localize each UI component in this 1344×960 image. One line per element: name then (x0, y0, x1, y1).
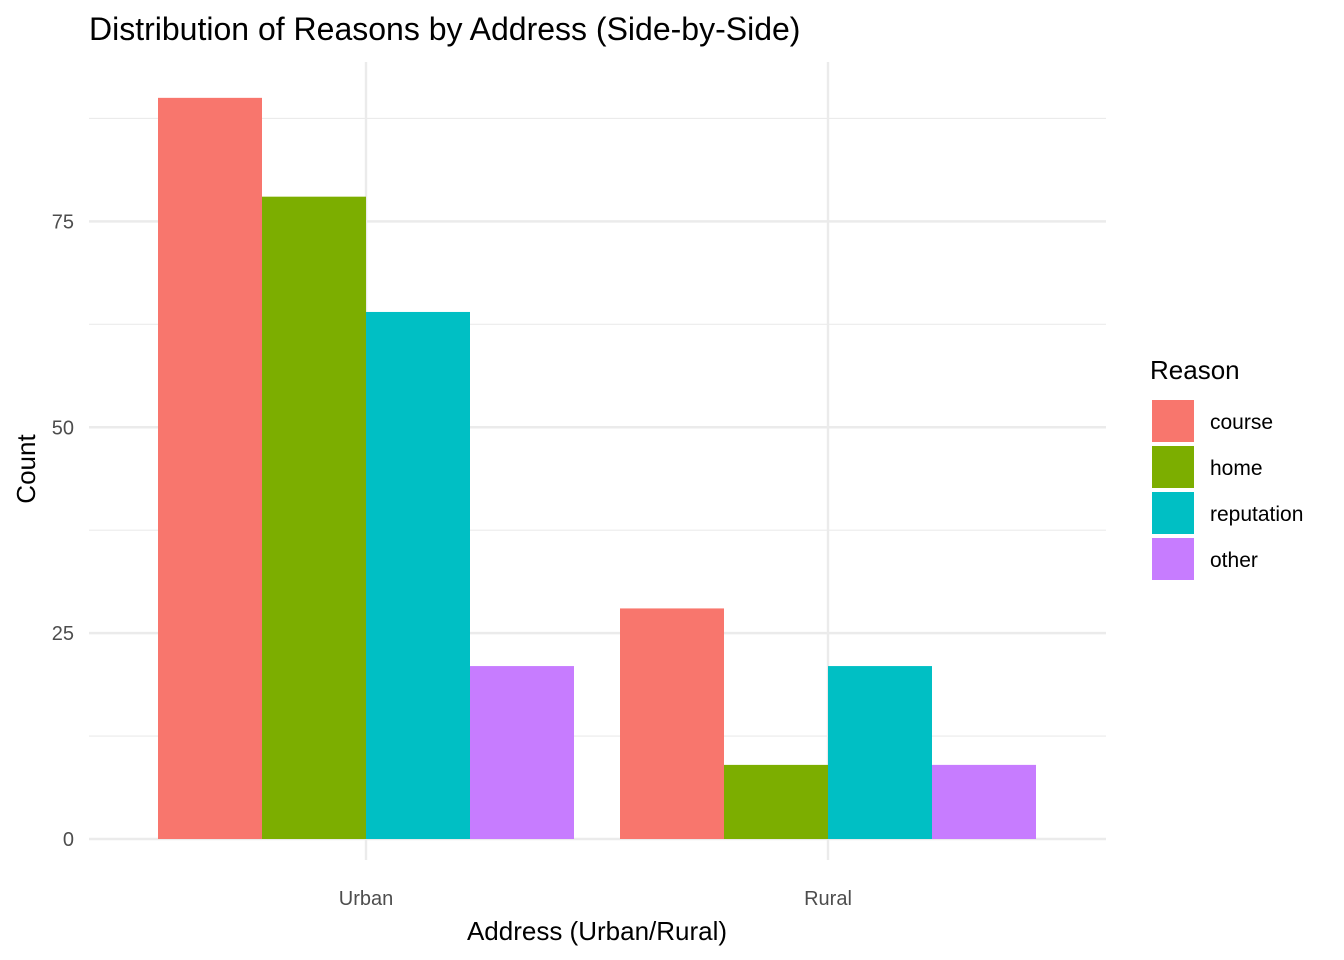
bars (158, 97, 1036, 840)
x-axis-title: Address (Urban/Rural) (467, 916, 727, 946)
x-tick-label: Rural (804, 888, 852, 910)
y-tick-label: 75 (52, 211, 74, 233)
y-tick-label: 25 (52, 623, 74, 645)
bar-course-urban (158, 97, 262, 840)
legend-label-other: other (1210, 549, 1258, 572)
legend: Reason course home reputation other (1150, 355, 1303, 580)
legend-label-home: home (1210, 457, 1263, 480)
bar-other-rural (932, 764, 1036, 839)
y-tick-label: 50 (52, 417, 74, 439)
bar-reputation-urban (366, 311, 470, 840)
legend-key-course (1152, 400, 1194, 442)
chart-title: Distribution of Reasons by Address (Side… (89, 11, 800, 47)
x-axis-ticks: Urban Rural (339, 888, 852, 910)
legend-key-home (1152, 446, 1194, 488)
bar-reputation-rural (828, 666, 932, 839)
bar-home-rural (724, 764, 828, 839)
x-tick-label: Urban (339, 888, 393, 910)
legend-label-course: course (1210, 411, 1273, 434)
y-axis-ticks: 0 25 50 75 (52, 211, 74, 851)
legend-label-reputation: reputation (1210, 503, 1303, 526)
bar-home-urban (262, 196, 366, 840)
y-tick-label: 0 (63, 829, 74, 851)
legend-key-other (1152, 538, 1194, 580)
y-axis-title: Count (11, 434, 41, 504)
legend-key-reputation (1152, 492, 1194, 534)
bar-course-rural (620, 608, 724, 839)
bar-other-urban (470, 666, 574, 839)
legend-title: Reason (1150, 355, 1240, 385)
